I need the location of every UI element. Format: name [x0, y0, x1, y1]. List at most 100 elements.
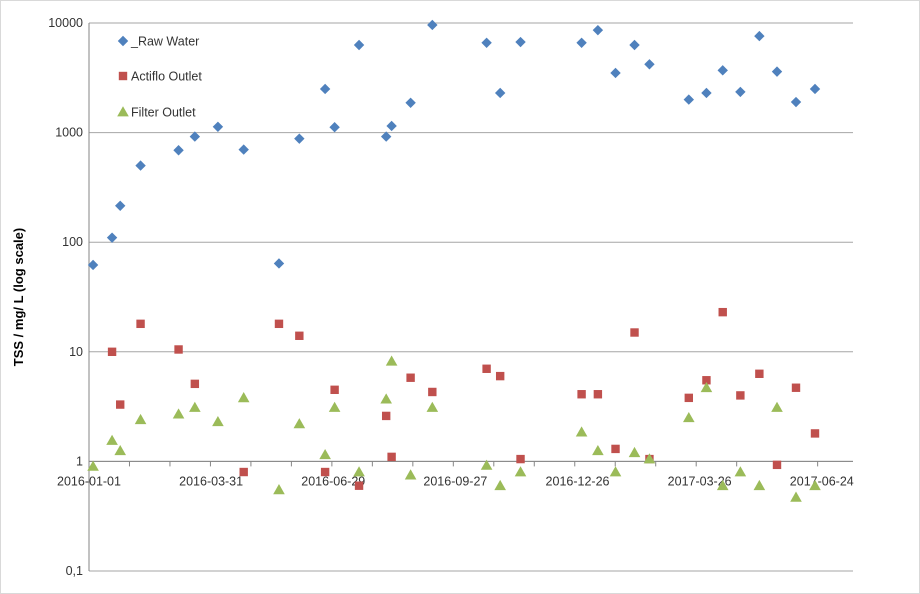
raw-water-point: [106, 232, 118, 243]
raw-water-point: [329, 122, 340, 133]
filter-outlet-point: [628, 446, 641, 458]
filter-outlet-point: [734, 466, 747, 477]
legend: _Raw Water Actiflo Outlet Filter Outlet: [117, 35, 202, 120]
filter-outlet-point: [237, 392, 250, 403]
raw-water-point: [701, 87, 712, 99]
raw-water-point: [386, 120, 397, 132]
axes: 0,1 1 10 100 1000 10000 2016-01-01 2016-03-31 20…: [48, 16, 854, 578]
actiflo-outlet-point: [406, 373, 415, 382]
actiflo-outlet-point: [577, 390, 586, 399]
actiflo-outlet-point: [136, 319, 145, 329]
x-tick-label: 2016-09-27: [423, 474, 487, 488]
actiflo-outlet-point: [295, 331, 304, 340]
actiflo-outlet-point: [718, 307, 727, 317]
legend-marker-actiflo-outlet: [118, 71, 128, 81]
actiflo-outlet-point: [381, 411, 391, 421]
filter-outlet-point: [643, 453, 656, 464]
x-tick-label: 2016-06-29: [301, 474, 365, 488]
raw-water-point: [481, 37, 492, 48]
actiflo-outlet-point: [755, 369, 764, 378]
data-series: [87, 19, 821, 502]
x-tick-label: 2016-03-31: [179, 474, 243, 488]
filter-outlet-point: [716, 479, 729, 491]
filter-outlet-point: [790, 491, 802, 502]
actiflo-outlet-point: [516, 454, 525, 464]
filter-outlet-point: [683, 411, 695, 423]
legend-marker-filter-outlet: [117, 106, 129, 117]
actiflo-outlet-point: [611, 444, 620, 454]
raw-water-point: [717, 65, 728, 76]
filter-outlet-point: [385, 355, 398, 366]
filter-outlet-point: [575, 426, 588, 437]
raw-water-point: [735, 86, 746, 98]
actiflo-outlet-point: [239, 467, 248, 477]
filter-outlet-point: [189, 401, 201, 412]
y-tick-label: 10000: [48, 16, 83, 30]
filter-outlet-point: [380, 393, 392, 404]
filter-outlet-point: [753, 479, 766, 491]
raw-water-point: [610, 67, 621, 79]
actiflo-outlet-point: [791, 383, 801, 392]
actiflo-outlet-point: [482, 364, 491, 373]
y-tick-label: 10: [69, 345, 83, 359]
filter-outlet-point: [609, 466, 622, 477]
actiflo-outlet-point: [354, 481, 364, 490]
y-tick-label: 100: [62, 235, 83, 249]
actiflo-outlet-point: [330, 385, 339, 395]
raw-water-point: [629, 39, 640, 51]
raw-water-point: [294, 133, 305, 144]
actiflo-outlet-point: [107, 347, 117, 356]
actiflo-outlet-point: [810, 429, 820, 438]
raw-water-point: [576, 37, 587, 48]
raw-water-point: [87, 259, 99, 271]
filter-outlet-point: [480, 459, 493, 470]
actiflo-outlet-point: [174, 345, 183, 354]
raw-water-point: [319, 83, 331, 95]
raw-water-point: [592, 24, 604, 36]
actiflo-outlet-point: [274, 319, 284, 329]
filter-outlet-point: [514, 466, 527, 477]
raw-water-point: [494, 87, 506, 99]
raw-water-point: [212, 121, 224, 132]
legend-marker-raw-water: [117, 35, 129, 47]
raw-water-point: [809, 83, 821, 95]
raw-water-point: [405, 97, 416, 109]
actiflo-outlet-point: [116, 400, 125, 409]
filter-outlet-point: [328, 401, 341, 412]
filter-outlet-point: [426, 401, 439, 412]
filter-outlet-point: [353, 466, 365, 477]
filter-outlet-point: [172, 408, 185, 419]
actiflo-outlet-point: [684, 393, 694, 403]
actiflo-outlet-point: [772, 460, 782, 470]
raw-water-point: [238, 144, 249, 155]
filter-outlet-point: [700, 381, 713, 393]
raw-water-point: [515, 36, 526, 48]
actiflo-outlet-point: [320, 467, 330, 477]
raw-water-point: [683, 94, 695, 105]
filter-outlet-point: [494, 479, 506, 491]
y-tick-label: 1000: [55, 126, 83, 140]
y-tick-label: 0,1: [66, 564, 83, 578]
x-tick-label: 2016-01-01: [57, 474, 121, 488]
x-tick-label: 2017-06-24: [790, 474, 854, 488]
filter-outlet-point: [134, 413, 147, 425]
actiflo-outlet-point: [736, 391, 745, 400]
filter-outlet-point: [319, 448, 331, 460]
filter-outlet-point: [87, 460, 99, 471]
y-tick-label: 1: [76, 454, 83, 468]
actiflo-outlet-point: [190, 379, 200, 389]
filter-outlet-point: [114, 444, 127, 456]
raw-water-point: [115, 200, 126, 211]
filter-outlet-point: [404, 469, 417, 480]
raw-water-point: [427, 19, 438, 31]
filter-outlet-point: [273, 484, 285, 495]
series-raw-water: [87, 19, 821, 271]
actiflo-outlet-point: [495, 371, 505, 381]
raw-water-point: [644, 59, 655, 70]
actiflo-outlet-point: [428, 387, 437, 397]
actiflo-outlet-point: [702, 376, 711, 385]
x-tick-label: 2017-03-26: [668, 474, 732, 488]
raw-water-point: [273, 258, 285, 269]
